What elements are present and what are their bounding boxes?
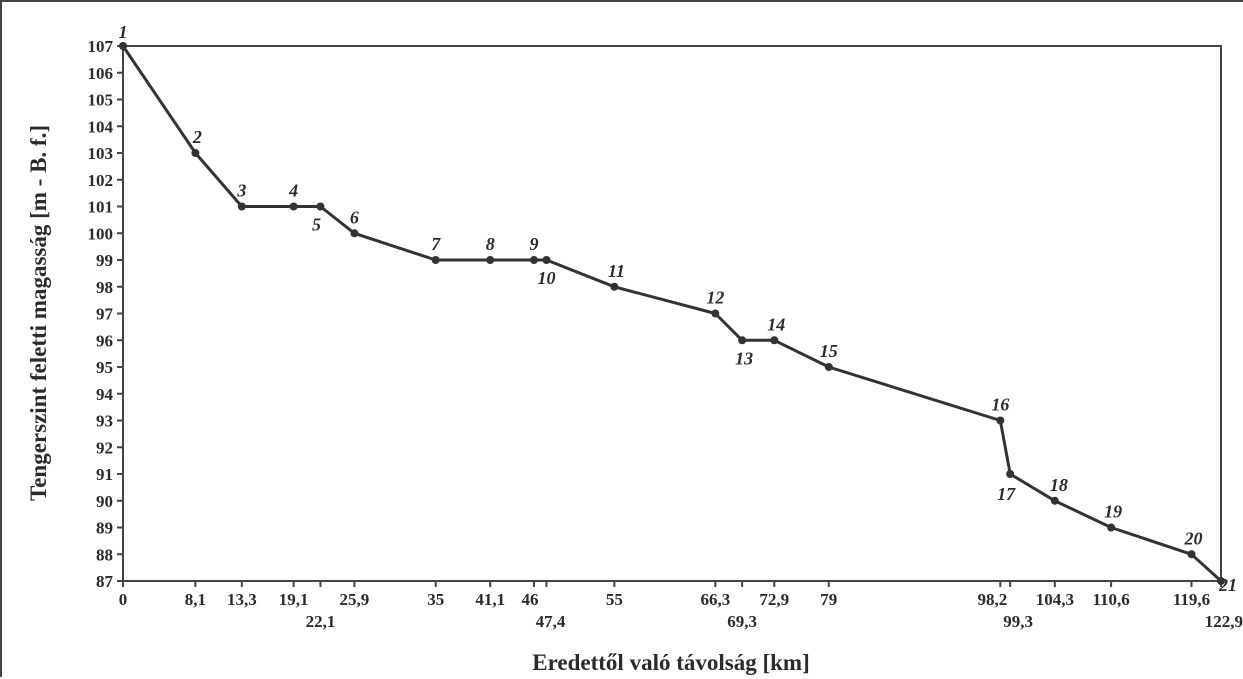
point-marker xyxy=(529,256,538,264)
x-tick-label: 110,6 xyxy=(1092,590,1129,609)
y-tick-label: 102 xyxy=(88,171,114,190)
point-marker xyxy=(1050,496,1059,505)
x-tick-label: 35 xyxy=(427,590,444,609)
x-tick-label: 99,3 xyxy=(1003,612,1033,631)
x-tick-label: 47,4 xyxy=(536,612,566,631)
point-marker xyxy=(996,416,1005,425)
x-tick-label: 46 xyxy=(521,590,538,609)
point-label: 20 xyxy=(1184,528,1203,548)
point-marker xyxy=(1006,470,1015,478)
point-label: 12 xyxy=(706,288,724,308)
point-marker xyxy=(824,363,833,371)
point-marker xyxy=(486,256,495,264)
point-label: 14 xyxy=(767,314,785,334)
y-tick-label: 92 xyxy=(96,438,113,457)
x-tick-label: 72,9 xyxy=(759,590,789,609)
point-marker xyxy=(711,309,720,318)
point-label: 1 xyxy=(119,22,128,42)
point-label: 11 xyxy=(608,261,625,281)
y-tick-label: 97 xyxy=(96,305,114,324)
point-marker xyxy=(289,202,298,211)
x-tick-label: 104,3 xyxy=(1036,590,1074,609)
x-axis-ticks: 0 8,1 13,3 19,1 22,125,9 35 41,1 46 47,4 55 66,3 69… xyxy=(119,581,1243,631)
y-tick-label: 91 xyxy=(96,465,113,484)
x-tick-label: 41,1 xyxy=(475,590,505,609)
x-tick-label: 79 xyxy=(820,590,837,609)
x-tick-label: 69,3 xyxy=(727,612,757,631)
y-tick-label: 96 xyxy=(96,331,113,350)
point-label: 2 xyxy=(192,127,202,147)
point-marker xyxy=(237,202,246,211)
y-tick-label: 106 xyxy=(88,64,114,83)
point-marker xyxy=(316,202,325,211)
x-tick-label: 19,1 xyxy=(279,590,309,609)
y-tick-label: 101 xyxy=(88,198,114,217)
point-marker xyxy=(610,282,619,291)
point-label: 16 xyxy=(991,395,1009,415)
point-label: 9 xyxy=(529,234,538,254)
point-label: 13 xyxy=(735,348,753,368)
x-tick-label: 98,2 xyxy=(977,590,1007,609)
point-marker xyxy=(350,229,359,238)
point-label: 17 xyxy=(997,484,1016,504)
point-marker xyxy=(542,256,551,264)
y-axis-title: Tengerszint feletti magasság [m - B. f.] xyxy=(26,125,51,501)
y-tick-label: 93 xyxy=(96,412,113,431)
x-tick-label: 8,1 xyxy=(185,590,206,609)
point-label: 21 xyxy=(1218,575,1237,595)
point-marker xyxy=(1217,577,1225,585)
point-marker xyxy=(1107,523,1116,532)
x-tick-label: 0 xyxy=(119,590,128,609)
point-label: 15 xyxy=(820,341,838,361)
point-marker xyxy=(1187,550,1196,559)
x-tick-label: 22,1 xyxy=(306,612,336,631)
point-label: 7 xyxy=(431,234,441,254)
point-label: 10 xyxy=(537,268,555,288)
point-label: 4 xyxy=(288,181,298,201)
y-tick-label: 90 xyxy=(96,492,113,511)
y-tick-label: 105 xyxy=(88,91,114,110)
x-tick-label: 55 xyxy=(606,590,623,609)
y-tick-label: 99 xyxy=(96,251,113,270)
point-label: 19 xyxy=(1104,502,1122,522)
y-tick-label: 100 xyxy=(88,224,114,243)
y-tick-label: 95 xyxy=(96,358,113,377)
y-tick-label: 88 xyxy=(96,545,113,564)
point-marker xyxy=(119,42,127,50)
x-tick-label: 13,3 xyxy=(227,590,257,609)
y-axis-ticks: 87 88 89 90 91 92 93 94 95 96 97 98 99 100 101 102 103 10… xyxy=(88,37,123,591)
point-label: 8 xyxy=(486,234,495,254)
y-tick-label: 98 xyxy=(96,278,113,297)
point-label: 3 xyxy=(236,181,246,201)
x-tick-label: 66,3 xyxy=(700,590,730,609)
x-axis-title: Eredettől való távolság [km] xyxy=(532,650,809,675)
y-tick-label: 94 xyxy=(96,385,114,404)
x-tick-label: 25,9 xyxy=(340,590,370,609)
y-tick-label: 87 xyxy=(96,572,114,591)
point-markers xyxy=(119,42,1225,585)
point-label: 6 xyxy=(350,207,359,227)
y-tick-label: 89 xyxy=(96,519,113,538)
y-tick-label: 107 xyxy=(88,37,114,56)
x-tick-label: 122,9 xyxy=(1205,612,1243,631)
y-tick-label: 104 xyxy=(88,117,114,136)
point-marker xyxy=(738,336,747,345)
point-marker xyxy=(431,256,440,264)
point-label: 18 xyxy=(1050,475,1068,495)
point-marker xyxy=(191,149,200,157)
y-tick-label: 103 xyxy=(88,144,114,163)
point-marker xyxy=(770,336,779,345)
point-label: 5 xyxy=(312,215,321,235)
x-tick-label: 119,6 xyxy=(1173,590,1210,609)
